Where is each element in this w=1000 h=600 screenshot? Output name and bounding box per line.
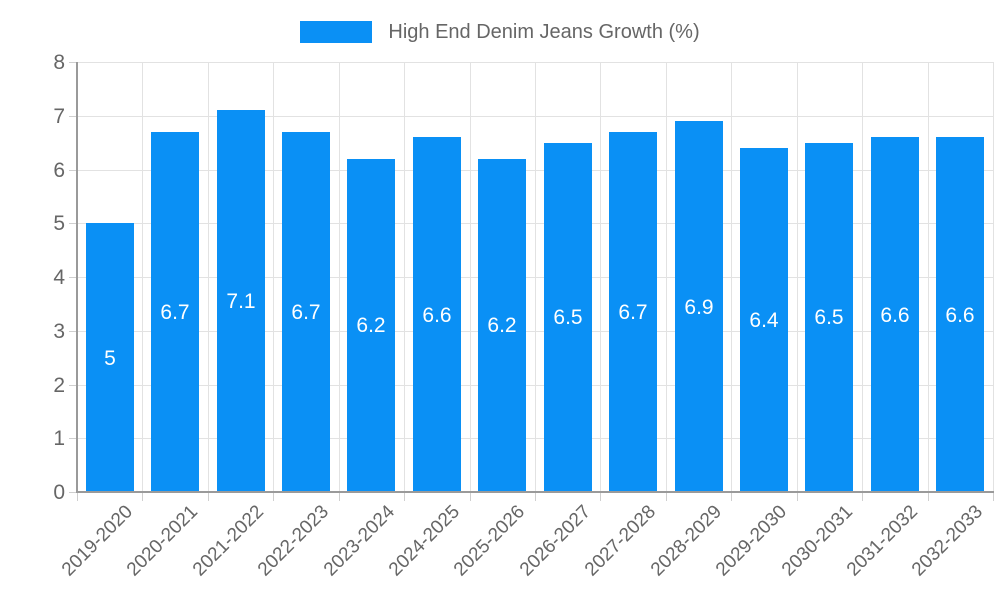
- x-tick-mark: [404, 493, 405, 501]
- bar-2021-2022: [217, 110, 265, 492]
- bar-value-label: 6.2: [487, 314, 517, 337]
- x-tick-mark: [535, 493, 536, 501]
- x-axis-tick-label: 2032-2033: [908, 501, 988, 581]
- y-axis-tick-label: 6: [53, 159, 65, 182]
- bar-value-label: 6.6: [880, 304, 910, 327]
- bar-2026-2027: [544, 143, 592, 492]
- legend-swatch: [300, 21, 373, 43]
- y-tick-mark: [69, 492, 77, 493]
- bar-2028-2029: [675, 121, 723, 492]
- x-tick-mark: [797, 493, 798, 501]
- x-gridline: [208, 62, 209, 492]
- bar-value-label: 6.6: [945, 304, 975, 327]
- x-axis-tick-label: 2028-2029: [646, 501, 726, 581]
- x-tick-mark: [273, 493, 274, 501]
- x-tick-mark: [142, 493, 143, 501]
- y-tick-mark: [69, 277, 77, 278]
- bar-value-label: 6.5: [553, 306, 583, 329]
- y-tick-mark: [69, 438, 77, 439]
- y-axis-tick-label: 0: [53, 481, 65, 504]
- x-tick-mark: [666, 493, 667, 501]
- x-gridline: [862, 62, 863, 492]
- y-axis-tick-label: 4: [53, 266, 65, 289]
- x-tick-mark: [339, 493, 340, 501]
- bar-value-label: 6.7: [160, 301, 190, 324]
- x-axis-tick-label: 2030-2031: [777, 501, 857, 581]
- bar-value-label: 6.7: [618, 301, 648, 324]
- y-axis-tick-label: 7: [53, 105, 65, 128]
- y-tick-mark: [69, 62, 77, 63]
- y-axis-line: [76, 62, 78, 493]
- bar-2022-2023: [282, 132, 330, 492]
- x-gridline: [339, 62, 340, 492]
- x-axis-line: [76, 491, 994, 493]
- y-tick-mark: [69, 331, 77, 332]
- x-axis-tick-label: 2020-2021: [123, 501, 203, 581]
- x-gridline: [731, 62, 732, 492]
- x-gridline: [666, 62, 667, 492]
- y-tick-mark: [69, 385, 77, 386]
- x-axis-tick-label: 2021-2022: [188, 501, 268, 581]
- x-axis-tick-label: 2023-2024: [319, 501, 399, 581]
- legend-label: High End Denim Jeans Growth (%): [388, 20, 700, 43]
- bar-value-label: 6.2: [356, 314, 386, 337]
- bar-2029-2030: [740, 148, 788, 492]
- bar-2025-2026: [478, 159, 526, 492]
- bar-value-label: 6.5: [814, 306, 844, 329]
- bar-2030-2031: [805, 143, 853, 492]
- bar-2031-2032: [871, 137, 919, 492]
- x-tick-mark: [862, 493, 863, 501]
- x-gridline: [142, 62, 143, 492]
- bar-2019-2020: [86, 223, 134, 492]
- y-axis-tick-label: 2: [53, 374, 65, 397]
- x-gridline: [535, 62, 536, 492]
- x-tick-mark: [470, 493, 471, 501]
- x-gridline: [797, 62, 798, 492]
- bar-2024-2025: [413, 137, 461, 492]
- y-axis-tick-label: 1: [53, 427, 65, 450]
- x-tick-mark: [600, 493, 601, 501]
- y-tick-mark: [69, 116, 77, 117]
- x-tick-mark: [77, 493, 78, 501]
- y-axis-tick-label: 5: [53, 212, 65, 235]
- x-gridline: [928, 62, 929, 492]
- y-axis-tick-label: 8: [53, 51, 65, 74]
- bar-2020-2021: [151, 132, 199, 492]
- x-gridline: [993, 62, 994, 492]
- x-gridline: [404, 62, 405, 492]
- x-gridline: [600, 62, 601, 492]
- x-gridline: [273, 62, 274, 492]
- bar-2027-2028: [609, 132, 657, 492]
- x-tick-mark: [208, 493, 209, 501]
- bar-2023-2024: [347, 159, 395, 492]
- y-axis-tick-label: 3: [53, 320, 65, 343]
- y-tick-mark: [69, 170, 77, 171]
- bar-value-label: 6.4: [749, 309, 779, 332]
- bar-value-label: 6.9: [684, 296, 714, 319]
- legend-item[interactable]: High End Denim Jeans Growth (%): [0, 14, 1000, 50]
- x-tick-mark: [731, 493, 732, 501]
- bar-value-label: 6.7: [291, 301, 321, 324]
- x-axis-tick-label: 2027-2028: [581, 501, 661, 581]
- x-axis-tick-label: 2025-2026: [450, 501, 530, 581]
- y-tick-mark: [69, 223, 77, 224]
- bar-value-label: 5: [104, 347, 116, 370]
- bar-value-label: 7.1: [226, 290, 256, 313]
- x-tick-mark: [993, 493, 994, 501]
- x-tick-mark: [928, 493, 929, 501]
- x-gridline: [470, 62, 471, 492]
- bar-2032-2033: [936, 137, 984, 492]
- bar-value-label: 6.6: [422, 304, 452, 327]
